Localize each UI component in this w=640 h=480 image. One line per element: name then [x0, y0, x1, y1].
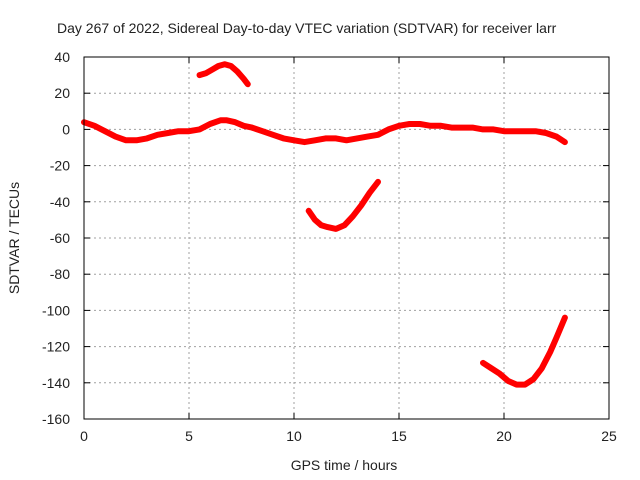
y-tick-label: -40 [50, 194, 70, 210]
x-tick-label: 0 [80, 428, 88, 444]
y-tick-label: 0 [62, 121, 70, 137]
x-tick-label: 25 [601, 428, 617, 444]
series-line-segment-2 [196, 61, 251, 88]
chart-title: Day 267 of 2022, Sidereal Day-to-day VTE… [57, 20, 557, 36]
series-line-segment-4 [480, 314, 568, 388]
y-tick-label: -160 [42, 411, 70, 427]
y-tick-label: 20 [54, 85, 70, 101]
x-tick-label: 15 [391, 428, 407, 444]
series-line-segment-3 [305, 178, 381, 232]
y-tick-label: -100 [42, 302, 70, 318]
y-tick-label: -80 [50, 266, 70, 282]
axis-ticks: 0 5 10 15 20 25 40 20 0 -20 -40 -60 -80 -100 -120 -140 -… [42, 49, 617, 444]
y-tick-label: -140 [42, 375, 70, 391]
x-tick-label: 20 [496, 428, 512, 444]
grid [84, 57, 609, 419]
y-tick-label: -60 [50, 230, 70, 246]
y-tick-label: -120 [42, 339, 70, 355]
x-tick-label: 5 [185, 428, 193, 444]
y-axis-label: SDTVAR / TECUs [6, 182, 22, 294]
y-tick-label: 40 [54, 49, 70, 65]
x-axis-label: GPS time / hours [291, 457, 398, 473]
x-tick-label: 10 [286, 428, 302, 444]
y-tick-label: -20 [50, 158, 70, 174]
series-line-main [81, 117, 568, 146]
data-series [81, 61, 568, 388]
